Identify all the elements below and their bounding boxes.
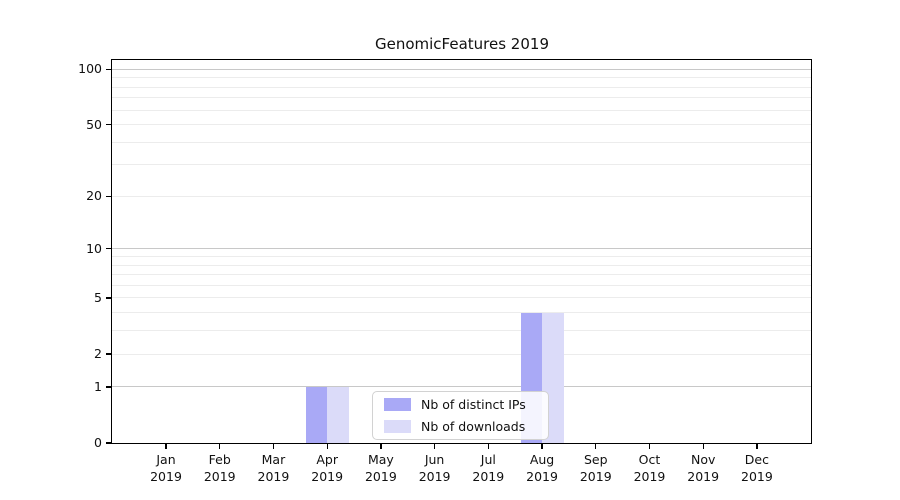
- y-axis-tick: [105, 353, 112, 355]
- y-tick-label: 100: [78, 61, 102, 77]
- x-tick-month: Oct: [638, 452, 661, 467]
- y-axis-tick: [105, 386, 112, 388]
- gridline-minor: [112, 297, 811, 299]
- y-axis-tick: [105, 123, 112, 126]
- x-tick-year: 2019: [203, 469, 236, 484]
- x-tick-label: May 2019: [350, 451, 412, 485]
- x-tick-label: Sep 2019: [565, 451, 627, 485]
- legend-label-downloads: Nb of downloads: [421, 419, 526, 434]
- x-axis-tick: [487, 444, 489, 449]
- x-tick-year: 2019: [364, 469, 397, 484]
- x-tick-label: Nov 2019: [672, 451, 734, 485]
- gridline-minor: [112, 77, 811, 79]
- x-tick-label: Apr 2019: [296, 451, 358, 485]
- legend-item-distinct-ips: Nb of distinct IPs: [384, 397, 537, 412]
- x-tick-year: 2019: [579, 469, 612, 484]
- bar-downloads-apr: [327, 386, 349, 444]
- x-tick-month: Feb: [208, 452, 231, 467]
- x-tick-month: Jul: [480, 452, 496, 467]
- y-tick-label: 50: [86, 116, 102, 132]
- gridline-minor: [112, 124, 811, 126]
- gridline-minor: [112, 330, 811, 332]
- x-tick-year: 2019: [633, 469, 666, 484]
- gridline-minor: [112, 284, 811, 286]
- x-tick-year: 2019: [526, 469, 558, 484]
- y-axis-tick: [105, 297, 112, 299]
- x-tick-month: Jan: [156, 452, 176, 467]
- gridline-minor: [112, 264, 811, 266]
- gridline-minor: [112, 109, 811, 111]
- y-axis-tick: [105, 442, 112, 444]
- x-axis-tick: [595, 444, 597, 449]
- x-tick-label: Mar 2019: [242, 451, 304, 485]
- gridline-minor: [112, 255, 811, 257]
- x-tick-label: Aug 2019: [511, 451, 573, 485]
- legend-swatch-downloads: [384, 420, 411, 433]
- gridline-minor: [112, 312, 811, 314]
- x-tick-month: May: [367, 452, 394, 467]
- gridline-major: [112, 386, 811, 388]
- gridline-minor: [112, 97, 811, 99]
- x-axis-tick: [326, 444, 328, 449]
- x-tick-label: Feb 2019: [189, 451, 251, 485]
- gridline-minor: [112, 195, 811, 197]
- y-tick-label: 10: [86, 240, 102, 256]
- y-axis-tick: [105, 68, 112, 70]
- x-tick-label: Dec 2019: [726, 451, 788, 485]
- x-tick-label: Jul 2019: [457, 451, 519, 485]
- x-tick-label: Oct 2019: [618, 451, 680, 485]
- x-tick-month: Sep: [583, 452, 608, 467]
- x-axis-tick: [380, 444, 382, 449]
- x-axis-tick: [702, 444, 704, 449]
- x-tick-year: 2019: [150, 469, 182, 484]
- gridline-minor: [112, 353, 811, 355]
- gridline-minor: [112, 274, 811, 276]
- y-tick-label: 5: [94, 289, 102, 305]
- x-tick-year: 2019: [741, 469, 773, 484]
- x-tick-month: Dec: [744, 452, 769, 467]
- x-axis-tick: [219, 444, 221, 449]
- gridline-major: [112, 248, 811, 250]
- x-tick-month: Aug: [529, 452, 555, 467]
- x-axis-tick: [272, 444, 275, 449]
- x-tick-month: Jun: [424, 452, 445, 467]
- chart-legend: Nb of distinct IPs Nb of downloads: [372, 391, 549, 440]
- y-tick-label: 20: [86, 188, 102, 204]
- x-axis-tick: [165, 444, 167, 449]
- y-tick-label: 0: [94, 435, 102, 450]
- x-tick-year: 2019: [687, 469, 720, 484]
- gridline-minor: [112, 164, 811, 166]
- y-axis-tick: [105, 248, 112, 250]
- x-tick-month: Nov: [690, 452, 716, 467]
- legend-item-downloads: Nb of downloads: [384, 419, 537, 434]
- x-tick-label: Jan 2019: [135, 451, 197, 485]
- x-tick-month: Apr: [316, 452, 338, 467]
- x-axis-tick: [648, 444, 651, 449]
- legend-label-distinct-ips: Nb of distinct IPs: [421, 397, 526, 412]
- x-axis-tick: [541, 444, 543, 449]
- bar-distinct-ips-apr: [305, 386, 328, 444]
- y-tick-label: 1: [94, 378, 102, 394]
- x-tick-year: 2019: [311, 469, 344, 484]
- gridline-minor: [112, 141, 811, 143]
- x-tick-year: 2019: [472, 469, 505, 484]
- x-axis-tick: [756, 444, 758, 449]
- gridline-major: [112, 68, 811, 70]
- gridline-minor: [112, 86, 811, 88]
- x-tick-year: 2019: [257, 469, 290, 484]
- chart-title: GenomicFeatures 2019: [374, 35, 549, 53]
- x-tick-year: 2019: [418, 469, 451, 484]
- legend-swatch-distinct-ips: [384, 398, 411, 411]
- x-axis-tick: [433, 444, 436, 449]
- x-tick-label: Jun 2019: [404, 451, 466, 485]
- y-tick-label: 2: [94, 346, 102, 361]
- x-tick-month: Mar: [261, 452, 286, 467]
- y-axis-tick: [105, 195, 112, 198]
